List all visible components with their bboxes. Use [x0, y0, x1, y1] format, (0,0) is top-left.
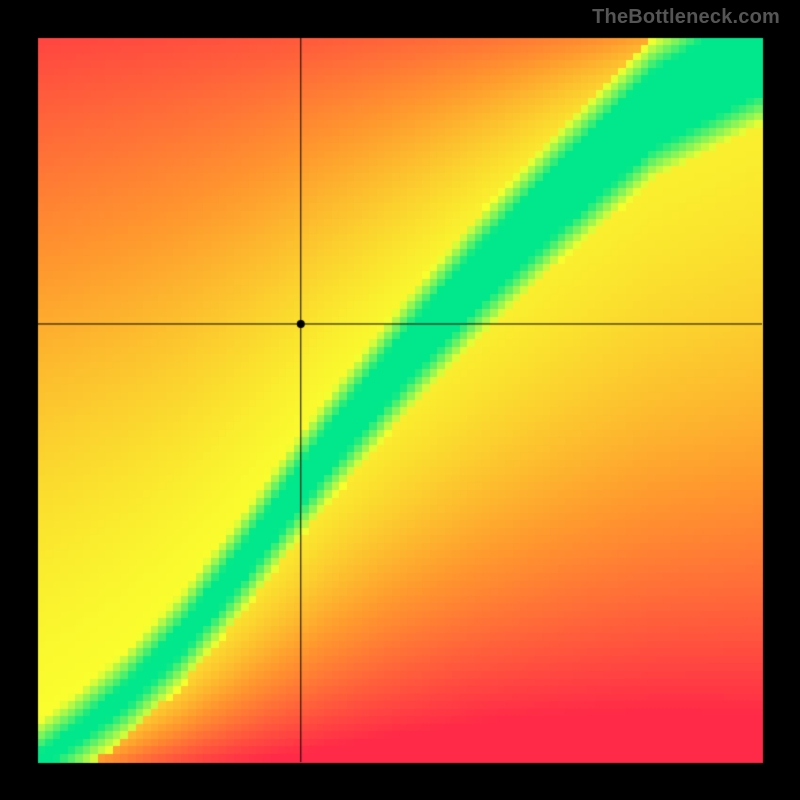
bottleneck-heatmap — [0, 0, 800, 800]
attribution-text: TheBottleneck.com — [592, 6, 780, 29]
chart-container: TheBottleneck.com — [0, 0, 800, 800]
